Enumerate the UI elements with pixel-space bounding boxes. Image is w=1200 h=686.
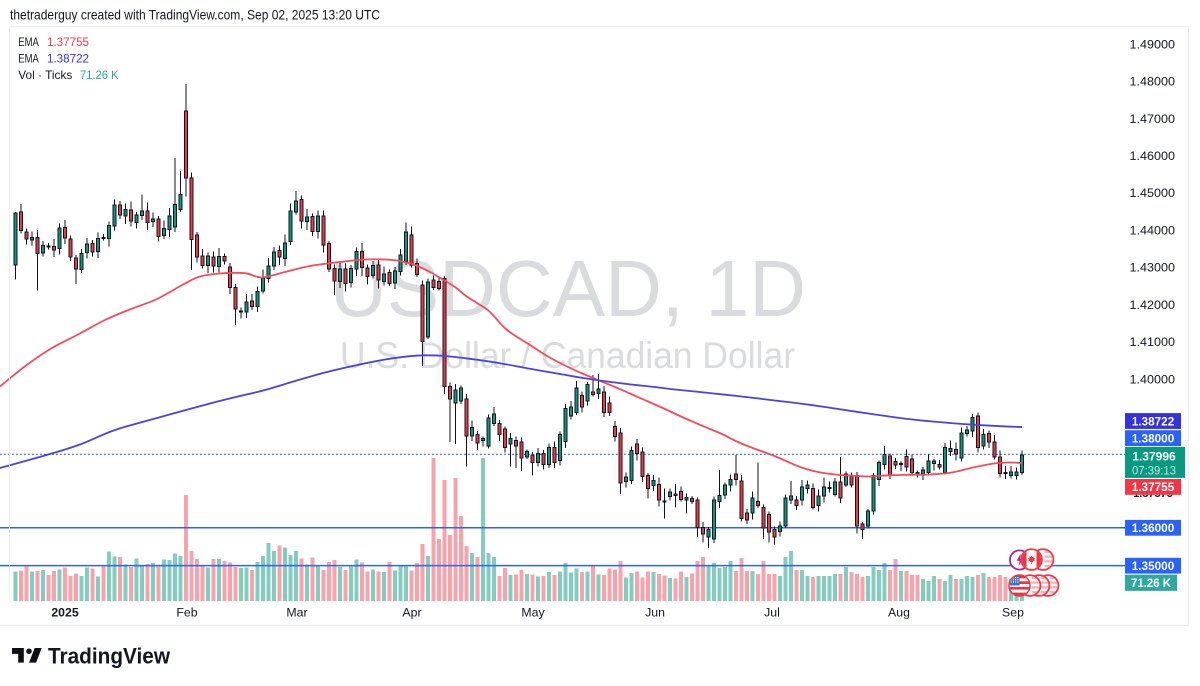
svg-text:1.49000: 1.49000 bbox=[1130, 37, 1176, 51]
svg-text:1.41000: 1.41000 bbox=[1130, 335, 1176, 349]
svg-text:May: May bbox=[521, 606, 545, 620]
svg-text:thetraderguy created with Trad: thetraderguy created with TradingView.co… bbox=[10, 7, 380, 22]
svg-text:Jul: Jul bbox=[764, 606, 780, 620]
svg-text:Vol · Ticks: Vol · Ticks bbox=[18, 68, 72, 82]
svg-text:71.26 K: 71.26 K bbox=[80, 68, 119, 82]
svg-text:1.36000: 1.36000 bbox=[1132, 521, 1175, 535]
svg-text:1.38000: 1.38000 bbox=[1132, 431, 1175, 445]
svg-text:Jun: Jun bbox=[645, 606, 665, 620]
svg-text:1.47000: 1.47000 bbox=[1130, 112, 1176, 126]
svg-text:Mar: Mar bbox=[286, 606, 307, 620]
svg-text:Feb: Feb bbox=[176, 606, 197, 620]
svg-text:2025: 2025 bbox=[51, 606, 79, 620]
svg-text:1.46000: 1.46000 bbox=[1130, 149, 1176, 163]
svg-text:1.37996: 1.37996 bbox=[1132, 450, 1176, 464]
svg-text:1.45000: 1.45000 bbox=[1130, 186, 1176, 200]
svg-text:1.38722: 1.38722 bbox=[47, 52, 89, 66]
svg-text:TradingView: TradingView bbox=[48, 643, 171, 668]
svg-text:Apr: Apr bbox=[402, 606, 421, 620]
svg-text:1.37755: 1.37755 bbox=[1132, 480, 1175, 494]
svg-text:1.42000: 1.42000 bbox=[1130, 298, 1176, 312]
svg-text:07:39:13: 07:39:13 bbox=[1132, 464, 1176, 478]
svg-text:1.37755: 1.37755 bbox=[47, 35, 89, 49]
svg-text:EMA: EMA bbox=[18, 52, 39, 66]
svg-text:1.43000: 1.43000 bbox=[1130, 261, 1176, 275]
svg-text:1.40000: 1.40000 bbox=[1130, 372, 1176, 386]
svg-text:1.44000: 1.44000 bbox=[1130, 224, 1176, 238]
svg-text:1.48000: 1.48000 bbox=[1130, 75, 1176, 89]
svg-text:1.38722: 1.38722 bbox=[1132, 414, 1175, 428]
svg-text:Sep: Sep bbox=[1002, 606, 1024, 620]
svg-text:1.35000: 1.35000 bbox=[1132, 559, 1175, 573]
svg-text:EMA: EMA bbox=[18, 35, 39, 49]
svg-text:1.37575: 1.37575 bbox=[1133, 488, 1173, 500]
svg-text:U.S. Dollar / Canadian Dollar: U.S. Dollar / Canadian Dollar bbox=[340, 334, 795, 376]
svg-text:71.26 K: 71.26 K bbox=[1131, 576, 1171, 590]
svg-text:Aug: Aug bbox=[888, 606, 910, 620]
svg-text:USDCAD, 1D: USDCAD, 1D bbox=[330, 244, 806, 333]
